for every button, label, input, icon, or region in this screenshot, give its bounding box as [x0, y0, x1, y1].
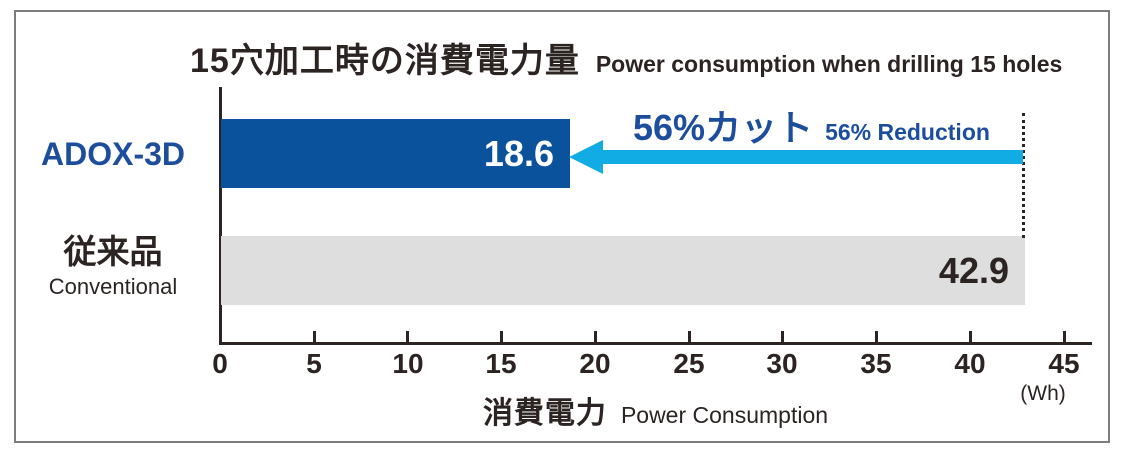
x-axis-title-en: Power Consumption	[620, 402, 829, 428]
bar-conventional: 42.9	[221, 236, 1025, 305]
x-axis-line	[219, 342, 1092, 345]
reduction-label-jp: 56%カット	[633, 107, 814, 148]
x-axis-tick-mark	[500, 331, 503, 342]
x-axis-tick-mark	[1063, 331, 1066, 342]
x-axis-tick-mark	[313, 331, 316, 342]
x-axis-tick-label: 15	[485, 348, 517, 379]
x-axis-tick-mark	[875, 331, 878, 342]
x-axis-tick-mark	[781, 331, 784, 342]
reduction-arrow-body	[601, 150, 1023, 164]
chart-title-jp: 15穴加工時の消費電力量	[190, 42, 580, 80]
x-axis-tick-label: 0	[212, 348, 228, 379]
row-label-conventional: 従来品 Conventional	[18, 230, 208, 299]
chart-frame	[14, 10, 1110, 443]
bar-adox-3d: 18.6	[221, 119, 570, 188]
y-axis-line	[219, 87, 222, 344]
x-axis-tick-label: 5	[306, 348, 322, 379]
x-axis-unit-label: (Wh)	[1020, 382, 1066, 405]
bar-value-conventional: 42.9	[938, 250, 1009, 291]
x-axis-title-jp: 消費電力	[482, 397, 607, 430]
x-axis-tick-mark	[688, 331, 691, 342]
x-axis-tick-mark	[969, 331, 972, 342]
row-label-conventional-jp: 従来品	[63, 233, 163, 270]
row-label-conventional-en: Conventional	[48, 273, 178, 299]
x-axis-tick-label: 10	[392, 348, 424, 379]
bar-value-adox-3d: 18.6	[483, 133, 554, 174]
x-axis-tick-label: 25	[673, 348, 705, 379]
x-axis-tick-label: 35	[860, 348, 892, 379]
left-arrow-icon	[569, 140, 603, 174]
x-axis-tick-mark	[594, 331, 597, 342]
x-axis-tick-label: 30	[766, 348, 798, 379]
chart-title: 15穴加工時の消費電力量 Power consumption when dril…	[190, 33, 1062, 82]
reduction-label-en: 56% Reduction	[825, 119, 990, 145]
reference-dotted-line	[1022, 113, 1025, 238]
x-axis-title: 消費電力 Power Consumption	[219, 388, 1092, 432]
x-axis-tick-label: 20	[579, 348, 611, 379]
x-axis-tick-label: 40	[954, 348, 986, 379]
x-axis-tick-mark	[219, 331, 222, 342]
x-axis-tick-mark	[406, 331, 409, 342]
x-axis-tick-label: 45	[1048, 348, 1080, 379]
chart-title-en: Power consumption when drilling 15 holes	[595, 51, 1063, 77]
row-label-adox-3d: ADOX-3D	[40, 136, 185, 172]
reduction-label: 56%カット 56% Reduction	[633, 99, 990, 151]
